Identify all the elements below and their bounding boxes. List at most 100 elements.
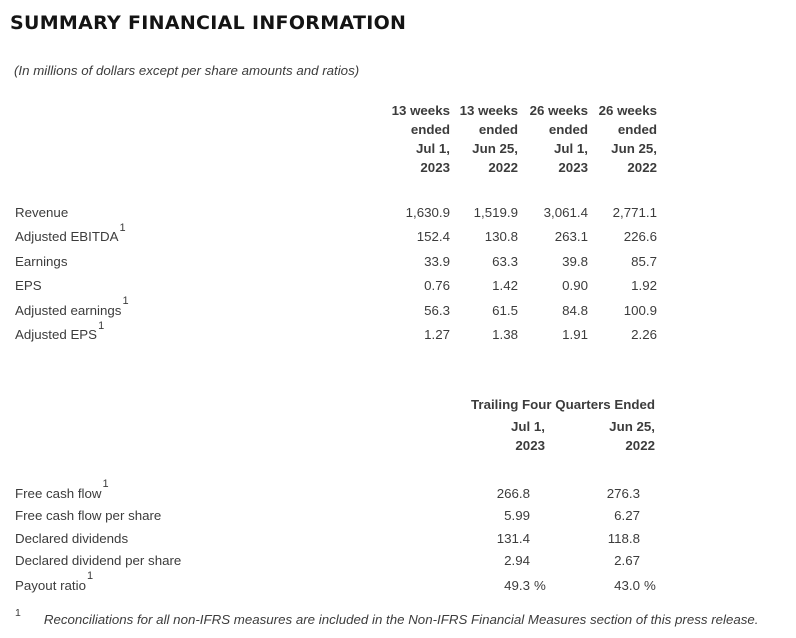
value-cell: 0.90: [562, 278, 588, 294]
row-label-cell: Declared dividends: [15, 531, 445, 546]
value-suffix: %: [644, 577, 656, 593]
value-cell: 1.91: [562, 327, 588, 343]
page-subtitle: (In millions of dollars except per share…: [14, 63, 360, 78]
header-spacer: [15, 417, 445, 455]
column-header-line: Jul 1,: [554, 141, 588, 156]
value-cell: 1.27: [424, 327, 450, 343]
column-header-line: 13 weeks: [391, 103, 450, 118]
value: 266.8: [496, 485, 530, 501]
column-header-line: 2023: [420, 160, 450, 175]
value-cell: 84.8: [562, 302, 588, 318]
row-label-cell: Free cash flow per share: [15, 508, 445, 523]
value: 118.8: [607, 530, 640, 546]
column-header-line: Jul 1,: [416, 141, 450, 156]
column-header-line: 2023: [558, 160, 588, 175]
row-label: Declared dividends: [15, 530, 129, 546]
value-cell: 152.4: [416, 229, 450, 245]
value-cell: 43.0%: [545, 577, 656, 593]
footnote-marker: 1: [15, 607, 21, 619]
value-cell: 2.26: [631, 327, 657, 343]
footnote-ref: 1: [86, 570, 94, 583]
row-label: Earnings: [15, 253, 68, 269]
table-row: Declared dividends 131.4 118.8: [15, 527, 655, 550]
value: 5.99: [504, 508, 530, 524]
column-header: Jun 25, 2022: [545, 417, 655, 455]
quarterly-table-header: 13 weeks ended Jul 1, 2023 13 weeks ended Jun …: [15, 101, 657, 177]
row-label-cell: Earnings: [15, 254, 383, 269]
footnote-text: Reconciliations for all non-IFRS measure…: [43, 612, 759, 627]
value: 276.3: [606, 485, 640, 501]
table-row: Payout ratio1 49.3% 43.0%: [15, 571, 656, 597]
column-header: 26 weeks ended Jun 25, 2022: [588, 101, 657, 177]
table-row: Adjusted EPS1 1.27 1.38 1.91 2.26: [15, 320, 657, 348]
column-header-line: 26 weeks: [598, 103, 657, 118]
row-label: EPS: [15, 278, 42, 294]
footnote-ref: 1: [122, 295, 129, 308]
column-header: 26 weeks ended Jul 1, 2023: [518, 101, 588, 177]
column-header-line: 13 weeks: [459, 103, 518, 118]
quarterly-table: 13 weeks ended Jul 1, 2023 13 weeks ended Jun …: [15, 101, 657, 347]
column-header: 13 weeks ended Jul 1, 2023: [383, 101, 450, 177]
quarterly-table-body: Revenue 1,630.9 1,519.9 3,061.4 2,771.1 Adjus…: [15, 200, 657, 347]
value: 2.94: [504, 553, 530, 569]
footnote-ref: 1: [98, 319, 105, 332]
value-cell: 1.38: [492, 327, 518, 343]
value-cell: 6.27: [545, 508, 655, 523]
row-label-cell: Payout ratio1: [15, 571, 445, 593]
column-header-line: Jul 1,: [511, 419, 545, 434]
trailing-table: Trailing Four Quarters Ended Jul 1, 2023 J…: [15, 395, 656, 597]
value-cell: 1.92: [631, 278, 657, 294]
column-header-line: 2022: [488, 160, 518, 175]
value-cell: 3,061.4: [543, 204, 588, 220]
column-header-line: ended: [478, 122, 518, 137]
page-title: SUMMARY FINANCIAL INFORMATION: [10, 12, 407, 34]
footnote-ref: 1: [119, 221, 126, 234]
value: 49.3: [504, 577, 530, 593]
row-label: Adjusted EPS: [15, 327, 98, 343]
footnote-ref: 1: [102, 478, 109, 491]
table-row: EPS 0.76 1.42 0.90 1.92: [15, 274, 657, 299]
value-cell: 131.4: [445, 531, 545, 546]
value-cell: 1,630.9: [405, 204, 450, 220]
table-row: Declared dividend per share 2.94 2.67: [15, 550, 655, 573]
table-row: Free cash flow1 266.8 276.3: [15, 479, 655, 505]
column-header-line: 2022: [627, 160, 657, 175]
row-label-cell: Free cash flow1: [15, 479, 445, 501]
value-cell: 2.94: [445, 553, 545, 568]
value-cell: 61.5: [492, 302, 518, 318]
value-cell: 1.42: [492, 278, 518, 294]
value-cell: 63.3: [492, 253, 518, 269]
column-header-line: 2022: [625, 438, 655, 453]
row-label: Adjusted earnings: [15, 302, 122, 318]
value-cell: 1,519.9: [473, 204, 518, 220]
table-row: Earnings 33.9 63.3 39.8 85.7: [15, 249, 657, 274]
value-cell: 85.7: [631, 253, 657, 269]
header-spacer: [15, 101, 383, 177]
column-header-line: Jun 25,: [611, 141, 657, 156]
table-row: Revenue 1,630.9 1,519.9 3,061.4 2,771.1: [15, 200, 657, 225]
value-cell: 2.67: [545, 553, 655, 568]
value-cell: 266.8: [445, 486, 545, 501]
value: 2.67: [614, 553, 640, 569]
column-header-line: ended: [617, 122, 657, 137]
footnote: 1 Reconciliations for all non-IFRS measu…: [15, 605, 759, 627]
table-row: Free cash flow per share 5.99 6.27: [15, 505, 655, 528]
row-label: Adjusted EBITDA: [15, 229, 119, 245]
row-label-cell: Adjusted EPS1: [15, 320, 383, 343]
column-header-line: ended: [410, 122, 450, 137]
value-cell: 0.76: [424, 278, 450, 294]
value-cell: 100.9: [623, 302, 657, 318]
row-label: Free cash flow per share: [15, 508, 162, 524]
column-header-line: ended: [548, 122, 588, 137]
value: 6.27: [614, 508, 640, 524]
row-label: Declared dividend per share: [15, 553, 182, 569]
value-cell: 2,771.1: [612, 204, 657, 220]
column-header: Jul 1, 2023: [445, 417, 545, 455]
value-cell: 263.1: [554, 229, 588, 245]
value: 43.0: [614, 577, 640, 593]
value-cell: 118.8: [545, 531, 655, 546]
value-cell: 130.8: [484, 229, 518, 245]
column-header-line: Jun 25,: [472, 141, 518, 156]
row-label: Free cash flow: [15, 485, 102, 501]
row-label: Revenue: [15, 204, 69, 220]
